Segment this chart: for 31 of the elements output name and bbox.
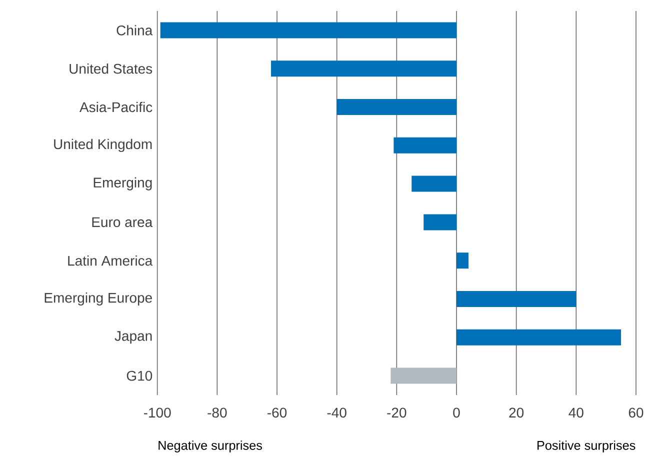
x-tick-label: 60 <box>628 408 644 418</box>
x-tick-label: -80 <box>208 408 227 418</box>
x-tick-label: 20 <box>509 408 524 418</box>
text: Positive surprises <box>538 440 636 452</box>
bar <box>424 214 456 230</box>
bar <box>271 60 456 77</box>
y-tick-label: Euro area <box>92 217 153 228</box>
bar <box>390 368 456 384</box>
y-tick-label: G10 <box>126 370 152 381</box>
bar <box>394 137 456 154</box>
text: Negative surprises <box>158 440 262 452</box>
y-tick-label: Asia-Pacific <box>80 102 152 112</box>
bar <box>456 291 576 307</box>
x-tick-label: -100 <box>144 408 171 418</box>
y-tick-label: Latin America <box>68 255 153 266</box>
x-tick-label: 0 <box>453 408 460 418</box>
y-tick-label: Emerging Europe <box>44 292 152 306</box>
y-tick-label: United States <box>70 63 152 74</box>
bar <box>456 329 622 346</box>
bar <box>336 99 456 116</box>
bar <box>456 252 468 269</box>
x-tick-label: -20 <box>387 408 406 418</box>
x-tick-label: -40 <box>327 408 346 418</box>
bar <box>412 176 456 192</box>
y-tick-label: Emerging <box>94 177 152 190</box>
bar <box>160 22 456 38</box>
x-tick-label: 40 <box>568 408 584 418</box>
y-tick-label: United Kingdom <box>54 138 152 152</box>
y-tick-label: China <box>116 25 153 36</box>
x-tick-label: -60 <box>268 408 287 418</box>
y-tick-label: Japan <box>114 331 152 344</box>
